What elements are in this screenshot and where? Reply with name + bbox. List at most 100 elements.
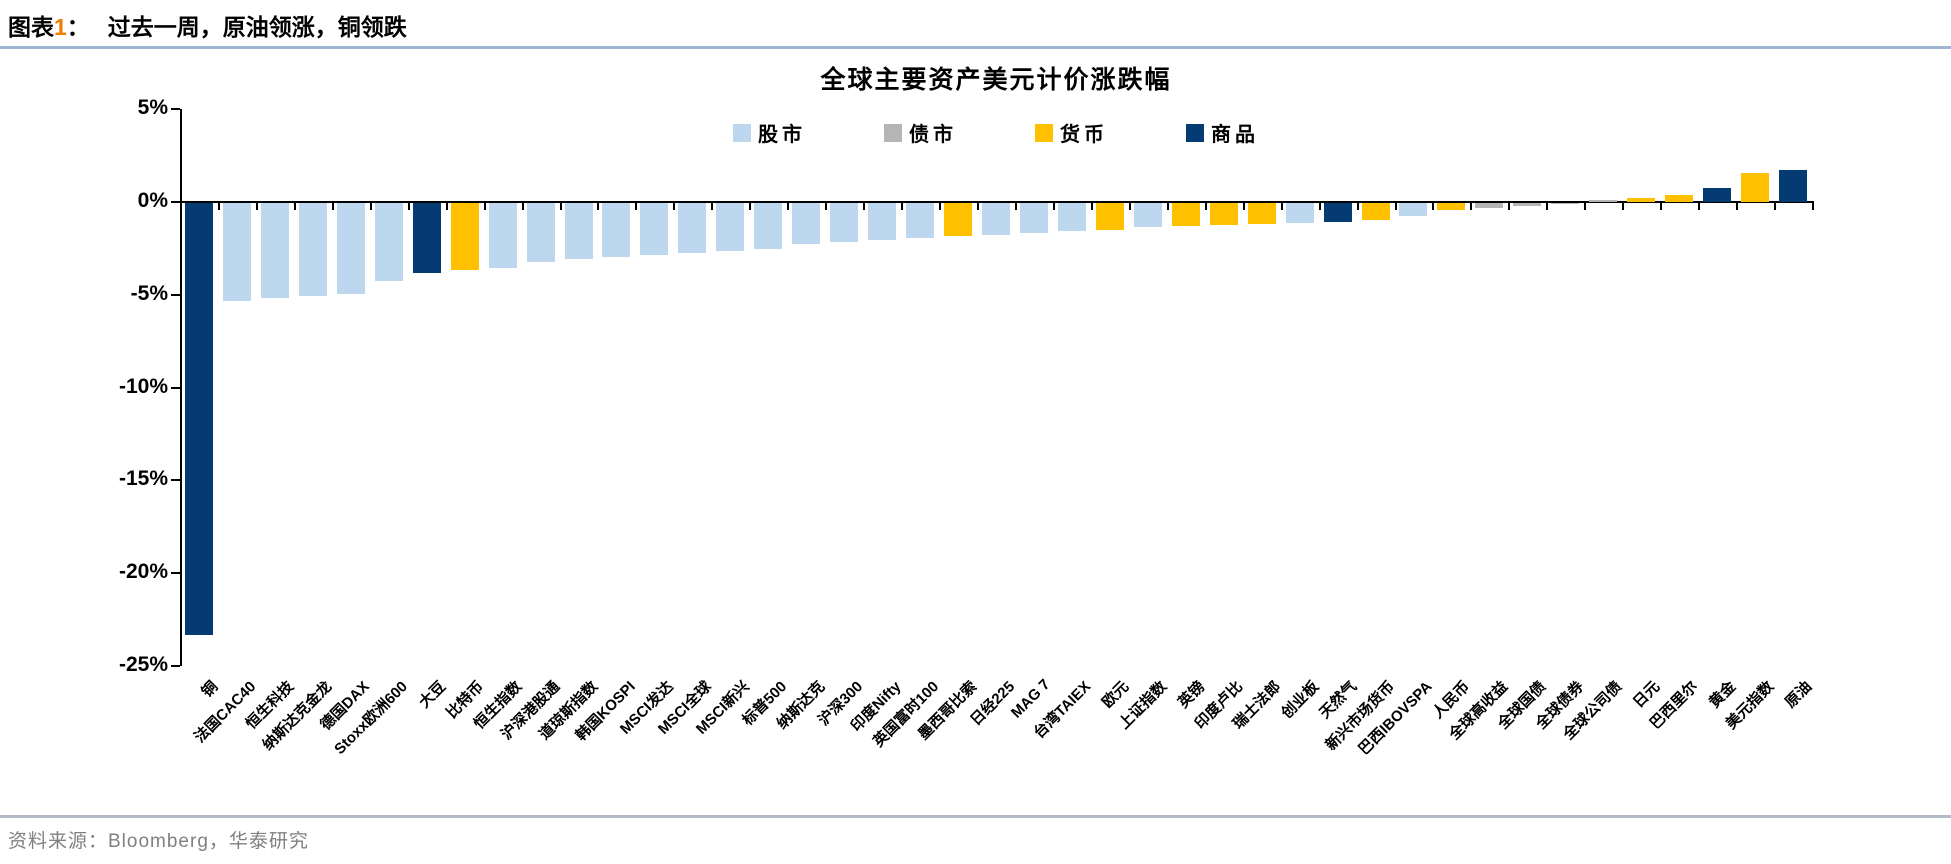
bar-道琼斯指数 — [564, 203, 593, 259]
x-axis-tick — [331, 203, 334, 210]
x-axis-tick — [863, 203, 866, 210]
y-axis-tick — [171, 108, 180, 111]
x-axis-tick — [217, 203, 220, 210]
x-axis-tick — [749, 203, 752, 210]
x-axis-tick — [1242, 203, 1245, 210]
y-axis-line — [180, 109, 182, 666]
x-axis-tick — [1356, 203, 1359, 210]
bar-德国DAX — [336, 203, 365, 294]
bar-法国CAC40 — [222, 203, 251, 302]
x-axis-tick — [1166, 203, 1169, 210]
x-axis-tick — [1318, 203, 1321, 210]
x-axis-tick — [293, 203, 296, 210]
x-axis-tick — [977, 203, 980, 210]
chart-legend: 股市 债市 货币 商品 — [180, 118, 1812, 147]
x-axis-tick — [635, 203, 638, 210]
legend-label: 商品 — [1211, 124, 1259, 146]
y-axis-label: -15% — [118, 467, 168, 491]
bar-新兴市场货币 — [1361, 203, 1390, 220]
x-axis-tick — [1660, 203, 1663, 210]
bar-印度Nifty — [868, 203, 897, 241]
bar-人民币 — [1437, 203, 1466, 211]
x-axis-tick — [939, 203, 942, 210]
bar-MAG 7 — [1019, 203, 1048, 233]
y-axis-label: 5% — [137, 96, 168, 120]
bar-英镑 — [1171, 203, 1200, 227]
x-axis-tick — [445, 203, 448, 210]
legend-item-4: 商品 — [1186, 118, 1259, 147]
x-axis-tick — [1014, 203, 1017, 210]
bar-沪深港股通 — [526, 203, 555, 263]
bar-全球高收益 — [1475, 203, 1504, 208]
bar-原油 — [1779, 170, 1808, 202]
source-note: 资料来源：Bloomberg，华泰研究 — [8, 831, 309, 852]
y-axis-label: -10% — [118, 374, 168, 398]
legend-swatch-icon — [1035, 123, 1053, 142]
chart-title: 全球主要资产美元计价涨跌幅 — [820, 66, 1172, 94]
x-axis-tick — [1432, 203, 1435, 210]
x-axis-category-label: 创业板 — [1277, 678, 1322, 722]
y-axis-tick — [171, 572, 180, 574]
x-axis-tick — [1052, 203, 1055, 210]
x-axis-tick — [1584, 203, 1587, 210]
x-axis-tick — [1736, 203, 1739, 210]
x-axis-tick — [901, 203, 904, 210]
legend-item-3: 货币 — [1035, 118, 1108, 147]
legend-swatch-icon — [1186, 123, 1204, 142]
legend-item-2: 债市 — [884, 118, 957, 147]
bar-MSCI全球 — [678, 203, 707, 254]
x-axis-tick — [1698, 203, 1701, 210]
bar-纳斯达克金龙 — [298, 203, 327, 296]
x-axis-tick — [711, 203, 714, 210]
x-axis-tick — [597, 203, 600, 210]
y-axis-tick — [171, 293, 180, 296]
x-axis-tick — [1128, 203, 1131, 210]
x-axis-tick — [1622, 203, 1625, 210]
bar-铜 — [184, 203, 213, 636]
bar-标普500 — [754, 203, 783, 250]
legend-item-1: 股市 — [733, 118, 806, 147]
y-axis-label: -20% — [118, 560, 168, 583]
x-axis-baseline — [180, 201, 1814, 203]
x-axis-tick — [1204, 203, 1207, 210]
x-axis-tick — [1812, 203, 1814, 210]
bar-比特币 — [450, 203, 479, 270]
bar-全球债券 — [1551, 203, 1580, 204]
x-axis-category-label: 铜 — [198, 678, 222, 701]
bar-全球公司债 — [1589, 200, 1618, 202]
bar-天然气 — [1323, 203, 1352, 222]
bar-欧元 — [1095, 203, 1124, 230]
bar-大豆 — [412, 203, 441, 274]
x-axis-tick — [787, 203, 790, 210]
bar-巴西里尔 — [1665, 194, 1694, 202]
y-axis-tick — [171, 386, 180, 389]
bar-巴西IBOVSPA — [1399, 203, 1428, 216]
header-divider-line — [0, 46, 1951, 49]
x-axis-tick — [673, 203, 676, 210]
bar-黄金 — [1703, 188, 1732, 202]
x-axis-tick — [1470, 203, 1473, 210]
x-axis-tick — [1280, 203, 1283, 210]
figure-colon: ： — [66, 14, 90, 40]
bar-英国富时100 — [906, 203, 935, 239]
footer-divider-line — [0, 815, 1951, 818]
figure-number: 1 — [54, 14, 67, 40]
x-axis-tick — [1508, 203, 1511, 210]
bar-Stoxx欧洲600 — [374, 203, 403, 281]
x-axis-tick — [1090, 203, 1093, 210]
bar-MSCI发达 — [640, 203, 669, 255]
bar-日经225 — [982, 203, 1010, 236]
bar-台湾TAIEX — [1057, 203, 1086, 231]
x-axis-tick — [559, 203, 562, 210]
x-axis-tick — [825, 203, 828, 210]
figure-tag: 图表 — [8, 14, 54, 40]
bar-日元 — [1627, 198, 1656, 202]
bar-韩国KOSPI — [602, 203, 631, 257]
y-axis-label: -25% — [118, 652, 168, 676]
legend-label: 股市 — [758, 124, 806, 146]
bar-美元指数 — [1741, 173, 1770, 202]
x-axis-tick — [180, 203, 182, 210]
x-axis-tick — [521, 203, 524, 210]
y-axis-tick — [171, 479, 180, 482]
